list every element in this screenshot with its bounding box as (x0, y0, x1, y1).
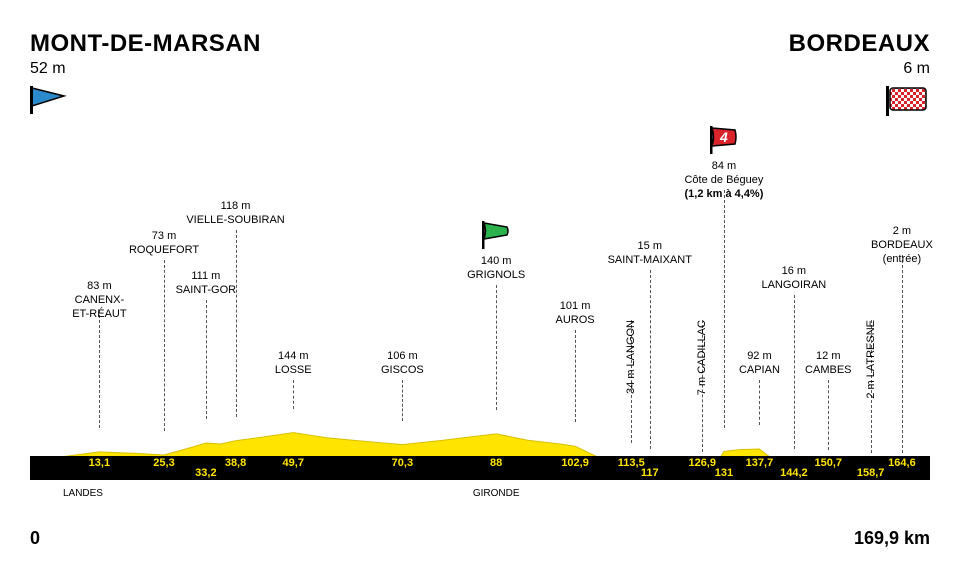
waypoint-label: 144 mLOSSE (238, 350, 348, 378)
start-block: MONT-DE-MARSAN 52 m (30, 30, 261, 119)
waypoint-dash (828, 380, 829, 450)
km-label: 131 (715, 467, 733, 479)
km-label: 117 (641, 467, 659, 479)
km-label: 164,6 (888, 457, 916, 469)
waypoint-label: 106 mGISCOS (347, 350, 457, 378)
waypoint-label: 83 mCANENX-ET-RÉAUT (44, 280, 154, 321)
km-label: 49,7 (283, 457, 304, 469)
km-label: 126,9 (688, 457, 716, 469)
km-label: 150,7 (815, 457, 843, 469)
start-city: MONT-DE-MARSAN (30, 30, 261, 58)
waypoint-label: 15 mSAINT-MAIXANT (595, 240, 705, 268)
waypoint-label: 101 mAUROS (520, 300, 630, 328)
regions-row: LANDES GIRONDE (30, 488, 930, 502)
waypoint-dash (759, 380, 760, 425)
waypoint-label: 2 m LATRESNE (865, 320, 877, 399)
finish-city: BORDEAUX (789, 30, 930, 58)
km-label: 158,7 (857, 467, 885, 479)
km-strip: 13,125,333,238,849,770,388102,9113,51171… (30, 456, 930, 480)
waypoint-label: 84 mCôte de Béguey(1,2 km à 4,4%) (669, 160, 779, 201)
waypoint-dash (724, 190, 725, 428)
waypoint-dash (402, 380, 403, 421)
waypoint-dash (496, 285, 497, 410)
km-label: 102,9 (561, 457, 589, 469)
total-end: 169,9 km (854, 528, 930, 549)
waypoint-dash (293, 380, 294, 409)
sprint-flag-icon (481, 221, 511, 254)
waypoint-dash (206, 300, 207, 419)
stage-profile-chart: MONT-DE-MARSAN 52 m BORDEAUX 6 m 13,1 25,… (30, 30, 930, 520)
km-label: 38,8 (225, 457, 246, 469)
waypoint-dash (902, 255, 903, 453)
waypoint-dash (575, 330, 576, 422)
waypoint-label: 16 mLANGOIRAN (739, 265, 849, 293)
finish-elev: 6 m (789, 60, 930, 78)
km-label: 88 (490, 457, 502, 469)
waypoint-dash (99, 310, 100, 428)
waypoint-label: 111 mSAINT-GOR (151, 270, 261, 298)
category-flag-icon: 4 (709, 126, 739, 159)
km-label: 144,2 (780, 467, 808, 479)
total-start: 0 (30, 528, 40, 549)
finish-block: BORDEAUX 6 m (789, 30, 930, 121)
waypoint-label: 2 mBORDEAUX(entrée) (847, 225, 957, 266)
km-label: 137,7 (746, 457, 774, 469)
waypoint-label: 34 m LANGON (625, 320, 637, 394)
start-flag-icon (30, 86, 261, 119)
km-label: 33,2 (195, 467, 216, 479)
region-label: LANDES (63, 488, 103, 499)
waypoint-label: 140 mGRIGNOLS (441, 255, 551, 283)
km-label: 70,3 (392, 457, 413, 469)
finish-flag-icon (886, 86, 930, 121)
km-label: 25,3 (153, 457, 174, 469)
waypoint-dash (650, 270, 651, 449)
waypoint-label: 118 mVIELLE-SOUBIRAN (181, 200, 291, 228)
km-label: 13,1 (89, 457, 110, 469)
waypoint-label: 73 mROQUEFORT (109, 230, 219, 258)
waypoint-dash (236, 230, 237, 417)
start-elev: 52 m (30, 60, 261, 78)
region-label: GIRONDE (473, 488, 520, 499)
